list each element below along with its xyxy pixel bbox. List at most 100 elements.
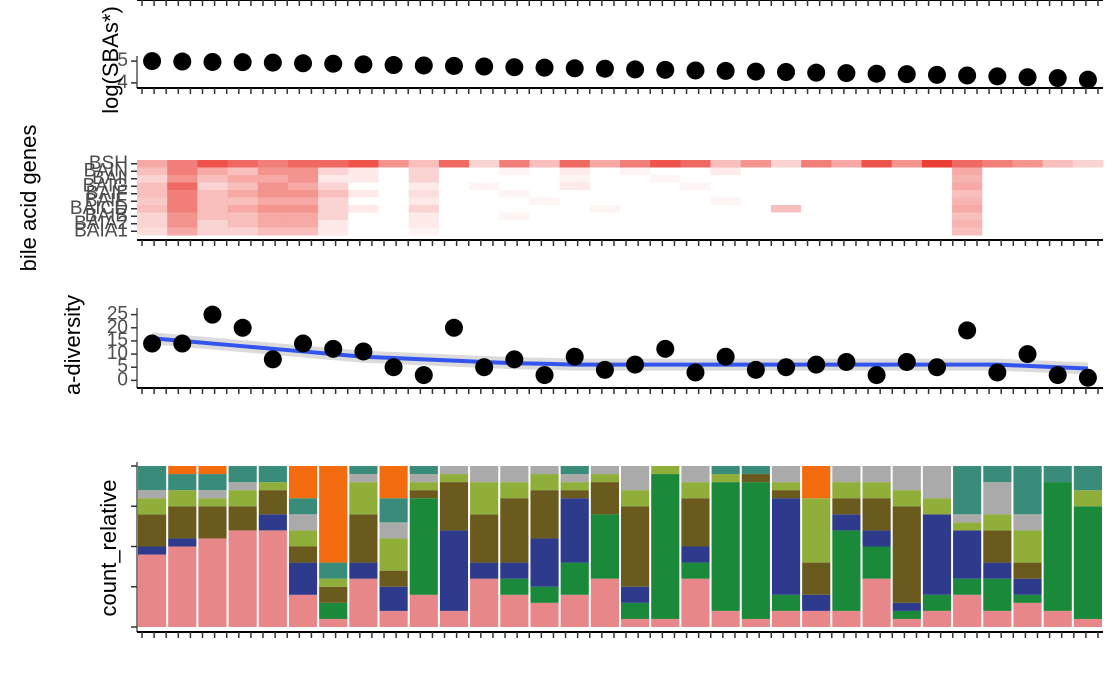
- heat-cell: [710, 190, 742, 198]
- y-tick-label: 15: [107, 330, 128, 351]
- heat-cell: [227, 182, 259, 191]
- heat-cell: [891, 220, 923, 228]
- bar-segment: [1043, 610, 1072, 627]
- heat-cell: [408, 175, 440, 183]
- point: [867, 64, 886, 83]
- bar-segment: [198, 506, 227, 539]
- heat-cell: [1012, 205, 1044, 213]
- heat-cell: [378, 197, 410, 206]
- y-tick-label: 0: [117, 369, 128, 390]
- bar-segment: [892, 618, 921, 627]
- heat-cell: [137, 167, 168, 176]
- heat-cell: [529, 197, 561, 206]
- heat-cell: [1012, 190, 1044, 198]
- bar-segment: [379, 498, 408, 523]
- bar-segment: [530, 586, 559, 603]
- heat-cell: [529, 220, 561, 228]
- row-label: BAIB: [85, 205, 128, 226]
- bar-segment: [560, 490, 589, 499]
- bar-segment: [198, 538, 227, 627]
- heat-cell: [348, 190, 379, 198]
- bar-segment: [1013, 578, 1042, 595]
- heat-cell: [861, 182, 893, 191]
- bar-segment: [349, 562, 378, 579]
- heat-cell: [710, 205, 742, 213]
- bar-segment: [530, 466, 559, 475]
- bar-segment: [319, 618, 348, 627]
- heat-cell: [378, 227, 410, 236]
- point: [777, 63, 796, 81]
- bar-segment: [288, 514, 318, 531]
- bar-segment: [439, 482, 469, 531]
- heat-cell: [348, 167, 379, 176]
- bar-segment: [560, 562, 589, 595]
- heat-cell: [137, 227, 168, 236]
- heat-cell: [891, 182, 923, 191]
- heat-cell: [137, 205, 168, 213]
- point: [927, 65, 946, 84]
- bar-segment: [560, 466, 589, 475]
- heat-cell: [952, 190, 983, 198]
- bar-segment: [922, 498, 952, 515]
- bar-segment: [621, 586, 650, 603]
- heat-cell: [650, 227, 681, 236]
- bar-segment: [621, 490, 650, 507]
- heat-cell: [1012, 197, 1044, 206]
- bar-segment: [1073, 490, 1102, 507]
- heat-cell: [529, 227, 561, 236]
- heat-cell: [287, 182, 319, 191]
- heat-cell: [529, 160, 561, 168]
- heat-cell: [740, 227, 772, 236]
- bar-segment: [741, 618, 770, 627]
- heat-cell: [408, 205, 440, 213]
- bar-segment: [892, 610, 921, 619]
- bar-segment: [892, 506, 921, 603]
- heat-cell: [318, 205, 349, 213]
- heat-cell: [167, 212, 198, 221]
- heat-cell: [559, 220, 591, 228]
- bar-segment: [1013, 466, 1042, 515]
- heat-cell: [952, 227, 983, 236]
- heat-cell: [921, 205, 953, 213]
- bar-segment: [590, 466, 619, 475]
- bar-segment: [530, 602, 559, 627]
- point: [988, 67, 1007, 86]
- bar-segment: [560, 498, 589, 563]
- heat-cell: [197, 167, 229, 176]
- heat-cell: [348, 212, 379, 221]
- heat-cell: [1042, 182, 1074, 191]
- bar-segment: [500, 562, 529, 579]
- heat-cell: [831, 175, 862, 183]
- heat-cell: [861, 175, 893, 183]
- heat-cell: [499, 167, 530, 176]
- point: [897, 65, 916, 84]
- heat-cell: [891, 167, 923, 176]
- heat-cell: [620, 220, 651, 228]
- point: [444, 56, 463, 75]
- heat-cell: [1042, 197, 1074, 206]
- bar-segment: [983, 610, 1012, 627]
- heat-cell: [559, 175, 591, 183]
- bar-segment: [681, 562, 710, 579]
- heat-cell: [408, 220, 440, 228]
- point: [414, 56, 433, 75]
- heat-cell: [982, 167, 1013, 176]
- heat-cell: [227, 212, 259, 221]
- heat-cell: [831, 212, 862, 221]
- point: [263, 350, 282, 369]
- heat-cell: [137, 197, 168, 206]
- heat-cell: [559, 197, 591, 206]
- bar-segment: [349, 482, 378, 515]
- heat-cell: [982, 205, 1013, 213]
- point: [988, 363, 1007, 382]
- heat-cell: [438, 227, 470, 236]
- point: [354, 55, 373, 74]
- heat-cell: [801, 175, 832, 183]
- y-axis-title: bile acid genes: [16, 125, 41, 272]
- fit-band: [152, 332, 1088, 375]
- bar-segment: [379, 538, 408, 571]
- heat-cell: [891, 212, 923, 221]
- heat-cell: [438, 220, 470, 228]
- heat-cell: [559, 167, 591, 176]
- heat-cell: [197, 160, 229, 168]
